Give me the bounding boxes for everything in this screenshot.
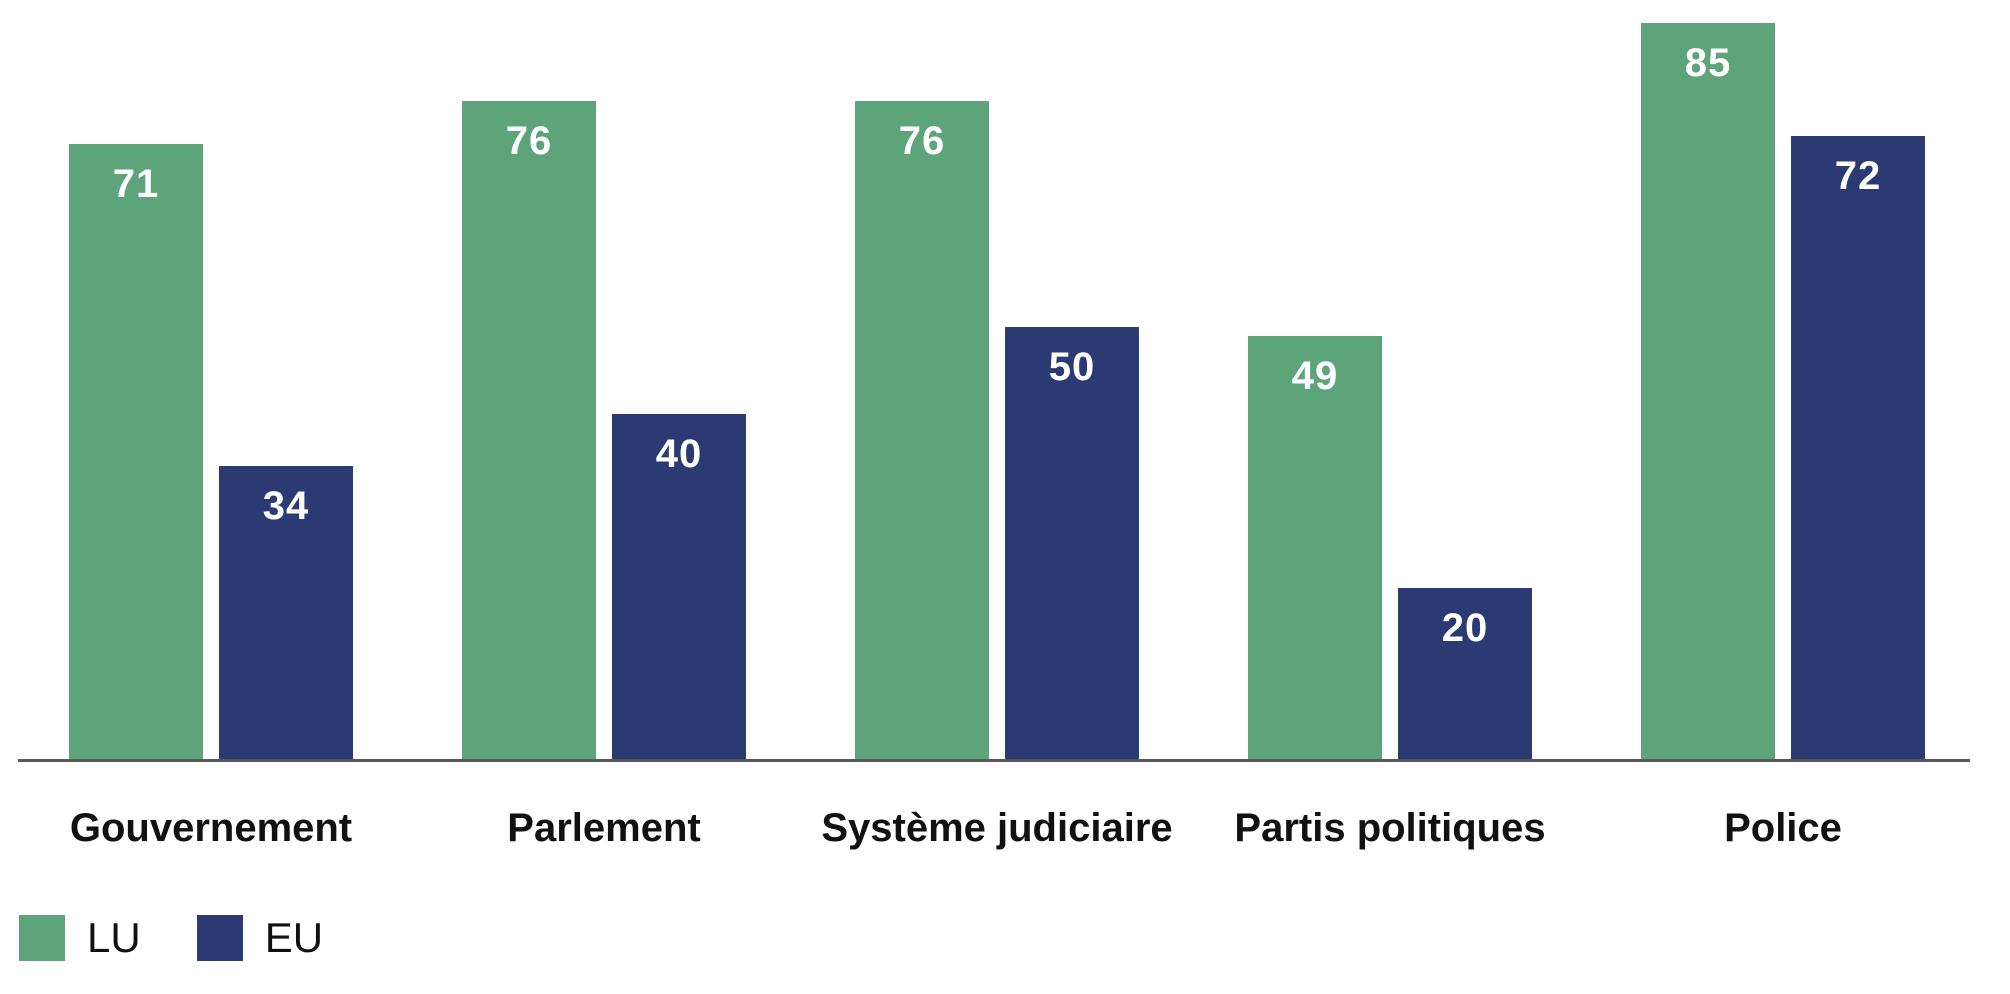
category-label-gouvernement: Gouvernement — [69, 806, 353, 850]
bar-lu-parlement: 76 — [462, 101, 596, 762]
category-label-systeme-judiciaire: Système judiciaire — [821, 806, 1173, 850]
bar-value-label: 49 — [1291, 354, 1339, 398]
category-label-police: Police — [1724, 806, 1842, 850]
legend-label-lu: LU — [87, 914, 141, 961]
bar-eu-partis-politiques: 20 — [1398, 588, 1532, 762]
bar-value-label: 50 — [1048, 345, 1096, 389]
bar-value-label: 76 — [505, 119, 553, 163]
eu-swatch — [196, 915, 243, 961]
bar-value-label: 72 — [1834, 154, 1882, 198]
category-label-partis-politiques: Partis politiques — [1234, 806, 1546, 850]
bar-value-label: 40 — [655, 432, 703, 476]
bar-eu-parlement: 40 — [612, 414, 746, 762]
bar-eu-police: 72 — [1791, 136, 1925, 762]
bar-eu-gouvernement: 34 — [219, 466, 353, 762]
legend-label-eu: EU — [264, 914, 324, 961]
bar-value-label: 20 — [1441, 606, 1489, 650]
bar-lu-police: 85 — [1641, 23, 1775, 762]
bar-value-label: 34 — [262, 484, 310, 528]
bar-lu-partis-politiques: 49 — [1248, 336, 1382, 762]
bar-value-label: 71 — [112, 162, 160, 206]
category-label-parlement: Parlement — [507, 806, 701, 850]
legend-item-lu: LU — [19, 915, 141, 961]
bar-eu-systeme-judiciaire: 50 — [1005, 327, 1139, 762]
category-labels: Gouvernement Parlement Système judiciaire P… — [0, 804, 2010, 864]
legend: LU EU — [19, 915, 323, 961]
x-axis-line — [18, 759, 1970, 762]
lu-swatch — [19, 915, 65, 961]
bar-value-label: 76 — [898, 119, 946, 163]
legend-item-eu: EU — [196, 914, 324, 961]
bar-lu-systeme-judiciaire: 76 — [855, 101, 989, 762]
bar-value-label: 85 — [1684, 41, 1732, 85]
bar-lu-gouvernement: 71 — [69, 144, 203, 762]
plot-area: 71 34 76 40 76 50 49 20 85 72 — [69, 23, 1925, 762]
